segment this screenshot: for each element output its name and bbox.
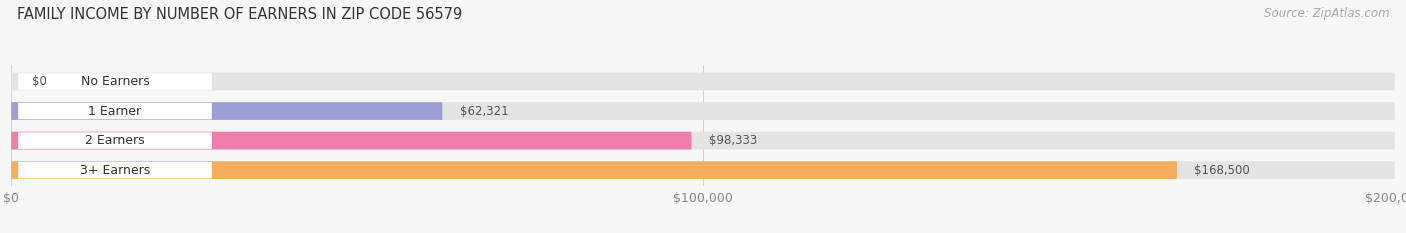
FancyBboxPatch shape (11, 161, 1395, 179)
FancyBboxPatch shape (11, 102, 443, 120)
Text: $98,333: $98,333 (709, 134, 756, 147)
Text: $168,500: $168,500 (1194, 164, 1250, 177)
Text: $62,321: $62,321 (460, 105, 509, 117)
Text: 2 Earners: 2 Earners (86, 134, 145, 147)
FancyBboxPatch shape (18, 162, 212, 178)
FancyBboxPatch shape (11, 73, 1395, 90)
FancyBboxPatch shape (11, 102, 1395, 120)
FancyBboxPatch shape (11, 161, 1177, 179)
Text: No Earners: No Earners (80, 75, 149, 88)
FancyBboxPatch shape (11, 132, 692, 149)
FancyBboxPatch shape (18, 103, 212, 119)
FancyBboxPatch shape (18, 73, 212, 90)
Text: FAMILY INCOME BY NUMBER OF EARNERS IN ZIP CODE 56579: FAMILY INCOME BY NUMBER OF EARNERS IN ZI… (17, 7, 463, 22)
Text: $0: $0 (32, 75, 46, 88)
FancyBboxPatch shape (11, 132, 1395, 149)
Text: 3+ Earners: 3+ Earners (80, 164, 150, 177)
Text: 1 Earner: 1 Earner (89, 105, 142, 117)
Text: Source: ZipAtlas.com: Source: ZipAtlas.com (1264, 7, 1389, 20)
FancyBboxPatch shape (18, 132, 212, 149)
